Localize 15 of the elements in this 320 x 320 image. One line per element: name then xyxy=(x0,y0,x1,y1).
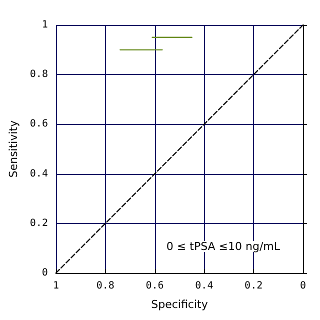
y-axis-title: Sensitivity xyxy=(7,120,20,178)
y-tick-label: 0.8 xyxy=(30,69,48,80)
x-axis-title: Specificity xyxy=(151,298,208,311)
y-tick-label: 0.6 xyxy=(30,118,48,130)
x-tick-label: 0.2 xyxy=(244,280,263,292)
y-tick-label: 0.4 xyxy=(30,168,48,180)
y-tick-label: 1 xyxy=(42,20,48,30)
x-tick-label: 0.6 xyxy=(146,280,164,292)
x-tick-label: 0.4 xyxy=(195,280,214,292)
annotation: 0 ≤ tPSA ≤10 ng/mL xyxy=(166,240,281,253)
x-tick-label: 0 xyxy=(300,280,306,292)
y-tick-label: 0.2 xyxy=(30,218,48,229)
x-tick-label: 0.8 xyxy=(96,280,114,292)
y-tick-label: 0 xyxy=(42,268,48,278)
x-tick-label: 1 xyxy=(52,280,59,292)
